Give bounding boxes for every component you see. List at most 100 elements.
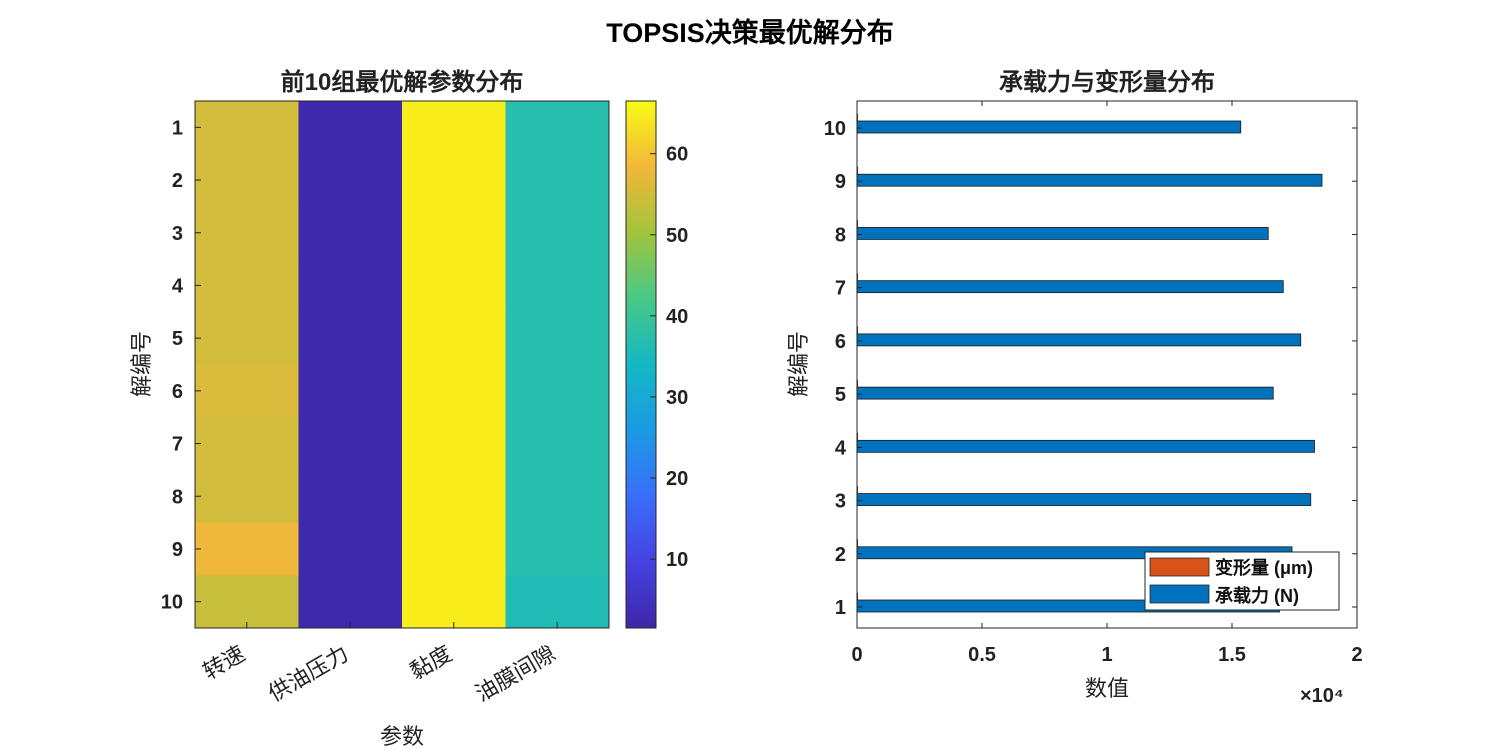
legend-label-load: 承载力 (N) [1215, 585, 1299, 606]
bar-y-tick-label: 4 [835, 437, 847, 459]
bar-xlabel: 数值 [1085, 676, 1129, 701]
heatmap-y-tick-label: 2 [172, 170, 183, 192]
heatmap-cell [195, 206, 299, 260]
bar-y-tick-label: 3 [835, 491, 846, 513]
heatmap-cell [402, 206, 506, 260]
heatmap-xlabel: 参数 [380, 724, 424, 749]
heatmap-cell [195, 417, 299, 471]
heatmap-cell [195, 469, 299, 524]
bar-axes-frame [856, 100, 1358, 629]
heatmap-cell [298, 417, 403, 471]
bar-chart-title: 承载力与变形量分布 [999, 68, 1215, 96]
heatmap-x-tick-label: 转速 [199, 641, 250, 685]
bar-y-ticks: 1 2 3 4 5 6 7 8 9 10 [824, 118, 1357, 619]
bar-ylabel: 解编号 [786, 331, 811, 397]
heatmap-cell [505, 364, 610, 418]
heatmap-frame [194, 100, 610, 629]
bar-x-tick-label: 0 [851, 644, 862, 666]
legend-swatch-load [1149, 584, 1210, 604]
bar-x-tick-label: 0.5 [968, 644, 996, 666]
bar-y-tick-label: 7 [835, 278, 846, 300]
heatmap-cell [402, 153, 506, 207]
heatmap-y-tick-label: 6 [172, 381, 183, 403]
heatmap-cell [195, 153, 299, 207]
heatmap-y-tick-label: 5 [172, 328, 183, 350]
bar-y-tick-label: 6 [835, 331, 846, 353]
colorbar-tick-label: 20 [666, 468, 688, 490]
heatmap-cell [298, 153, 403, 207]
heatmap-cell [505, 259, 610, 313]
colorbar-tick-label: 50 [666, 225, 688, 247]
heatmap-cell [298, 364, 403, 418]
colorbar-tick-label: 30 [666, 387, 688, 409]
heatmap-x-tick-label: 供油压力 [264, 641, 353, 707]
heatmap-x-ticks: 转速 供油压力 黏度 油膜间隙 [199, 622, 560, 706]
heatmap-cell [402, 259, 506, 313]
heatmap-cell [195, 311, 299, 365]
bar-y-tick-label: 8 [835, 224, 846, 246]
legend: 变形量 (μm) 承载力 (N) [1144, 551, 1340, 611]
heatmap-cell [195, 259, 299, 313]
bar-load-capacity [856, 439, 1315, 453]
bar-y-tick-label: 5 [835, 384, 846, 406]
legend-swatch-deformation [1149, 557, 1210, 577]
colorbar [625, 100, 657, 629]
heatmap-cell [298, 101, 403, 155]
heatmap-cell [505, 469, 610, 524]
bar-load-capacity [856, 386, 1274, 400]
heatmap-cell [402, 364, 506, 418]
heatmap-y-tick-label: 1 [172, 117, 183, 139]
x-axis-multiplier: ×10⁴ [1300, 685, 1344, 707]
bar-y-tick-label: 9 [835, 171, 846, 193]
heatmap-cell [195, 575, 299, 629]
heatmap-cell [298, 206, 403, 260]
bar-x-tick-label: 1.5 [1218, 644, 1246, 666]
heatmap-y-tick-label: 9 [172, 539, 183, 561]
bar-y-tick-label: 1 [835, 597, 846, 619]
bar-y-tick-label: 10 [824, 118, 846, 140]
bar-load-capacity [856, 173, 1323, 187]
heatmap-cell [402, 575, 506, 629]
heatmap-ylabel: 解编号 [129, 331, 154, 397]
heatmap-y-tick-label: 7 [172, 434, 183, 456]
heatmap-y-tick-label: 4 [172, 275, 184, 297]
heatmap-cell [505, 522, 610, 576]
heatmap-y-tick-label: 8 [172, 486, 183, 508]
heatmap-cell [298, 469, 403, 524]
heatmap-cell [195, 522, 299, 576]
colorbar-tick-label: 60 [666, 144, 688, 166]
heatmap-cell [505, 206, 610, 260]
heatmap-y-ticks: 1 2 3 4 5 6 7 8 9 10 [161, 117, 201, 614]
bar-y-tick-label: 2 [835, 544, 846, 566]
colorbar-tick-label: 40 [666, 306, 688, 328]
heatmap-cell [402, 522, 506, 576]
heatmap-x-tick-label: 油膜间隙 [471, 641, 560, 707]
heatmap-cell [402, 469, 506, 524]
heatmap-cell [505, 101, 610, 155]
heatmap-y-tick-label: 3 [172, 223, 183, 245]
heatmap-cell [505, 417, 610, 471]
bar-load-capacity [856, 493, 1312, 506]
heatmap-cell [505, 311, 610, 365]
bar-x-tick-label: 2 [1351, 644, 1362, 666]
heatmap-cell [505, 153, 610, 207]
heatmap-cell [298, 311, 403, 365]
heatmap-x-tick-label: 黏度 [406, 641, 457, 685]
heatmap-cell [402, 417, 506, 471]
heatmap-cell [298, 575, 403, 629]
heatmap-cell [505, 575, 610, 629]
bar-load-capacity [856, 227, 1269, 240]
heatmap-cell [195, 364, 299, 418]
colorbar-tick-label: 10 [666, 549, 688, 571]
bar-x-ticks: 0 0.5 1 1.5 2 [851, 101, 1363, 666]
heatmap-cell [402, 101, 506, 155]
colorbar-ticks: 10 20 30 40 50 60 [650, 144, 688, 571]
heatmap-y-tick-label: 10 [161, 592, 183, 614]
heatmap-cell [402, 311, 506, 365]
bar-load-capacity [856, 280, 1284, 294]
bar-load-capacity [856, 120, 1242, 134]
legend-label-deformation: 变形量 (μm) [1215, 557, 1313, 578]
